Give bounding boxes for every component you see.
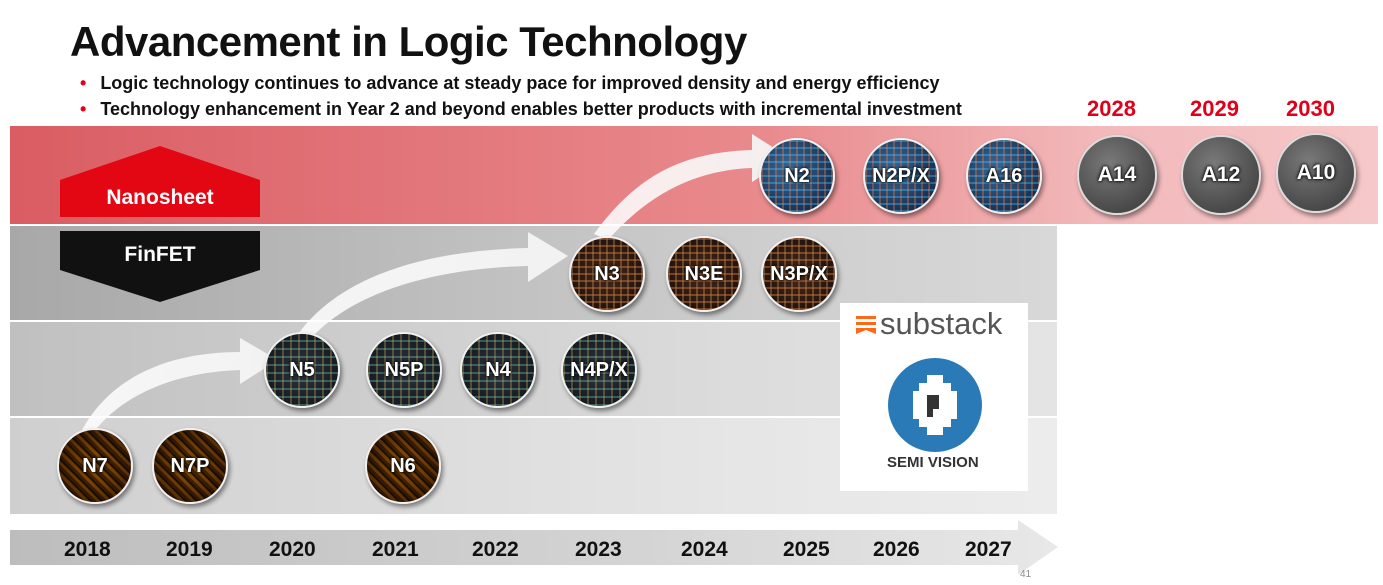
year-label-2028: 2028 [1087, 96, 1136, 121]
timeline-year-2023: 2023 [575, 538, 622, 561]
bullet-2-text: Technology enhancement in Year 2 and bey… [100, 99, 962, 119]
year-label-2029: 2029 [1190, 96, 1239, 121]
node-n3e: N3E [666, 236, 742, 312]
timeline-year-2022: 2022 [472, 538, 519, 561]
node-n5: N5 [264, 332, 340, 408]
node-a10: A10 [1276, 133, 1356, 213]
timeline-year-2020: 2020 [269, 538, 316, 561]
bullet-marker: • [80, 99, 87, 119]
node-n3: N3 [569, 236, 645, 312]
bullet-1-text: Logic technology continues to advance at… [100, 73, 940, 93]
growth-arrow-3 [594, 134, 790, 240]
node-n7p: N7P [152, 428, 228, 504]
bullet-2: • Technology enhancement in Year 2 and be… [80, 99, 962, 120]
timeline-year-2018: 2018 [64, 538, 111, 561]
page-title: Advancement in Logic Technology [70, 18, 747, 65]
node-a16: A16 [966, 138, 1042, 214]
node-a12: A12 [1181, 135, 1261, 215]
node-n7: N7 [57, 428, 133, 504]
watermark-brand: substack [880, 306, 1003, 341]
finfet-legend-shape [60, 231, 260, 302]
timeline-year-2026: 2026 [873, 538, 920, 561]
nanosheet-label: Nanosheet [106, 186, 214, 209]
nanosheet-legend-shape [60, 146, 260, 217]
node-n4: N4 [460, 332, 536, 408]
year-label-2030: 2030 [1286, 96, 1335, 121]
timeline-year-2024: 2024 [681, 538, 728, 561]
node-n2px: N2P/X [863, 138, 939, 214]
bullet-marker: • [80, 73, 87, 93]
node-n3px: N3P/X [761, 236, 837, 312]
node-a14: A14 [1077, 135, 1157, 215]
timeline-arrow [10, 520, 1058, 575]
node-n2: N2 [759, 138, 835, 214]
timeline-year-2027: 2027 [965, 538, 1012, 561]
growth-arrow-2 [294, 232, 568, 344]
growth-arrow-1 [78, 338, 278, 440]
semi-vision-logo-icon [888, 358, 982, 452]
band-divider [10, 224, 1378, 226]
timeline-year-2021: 2021 [372, 538, 419, 561]
node-n6: N6 [365, 428, 441, 504]
finfet-label: FinFET [124, 243, 196, 266]
node-n5p: N5P [366, 332, 442, 408]
bullet-1: • Logic technology continues to advance a… [80, 73, 940, 94]
timeline-year-2025: 2025 [783, 538, 830, 561]
watermark-org: SEMI VISION [887, 454, 979, 471]
page-number: 41 [1020, 569, 1032, 580]
timeline-year-2019: 2019 [166, 538, 213, 561]
substack-logo-icon [856, 316, 876, 334]
node-n4px: N4P/X [561, 332, 637, 408]
